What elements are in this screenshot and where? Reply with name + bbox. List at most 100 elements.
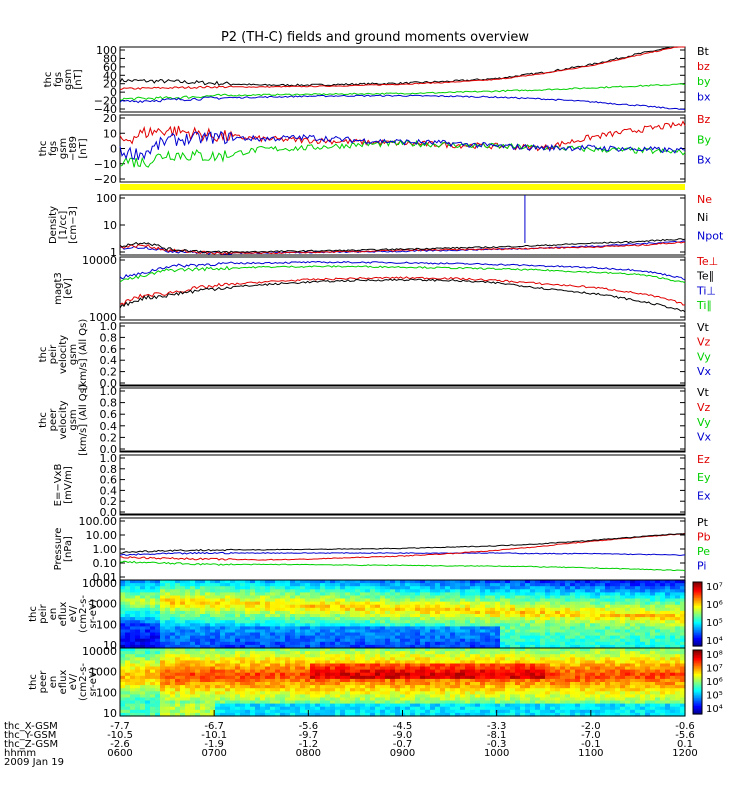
spectrogram-cell	[150, 691, 156, 695]
spectrogram-cell	[185, 635, 191, 640]
spectrogram-cell	[505, 709, 511, 714]
spectrogram-cell	[460, 635, 466, 640]
spectrogram-cell	[430, 617, 436, 621]
spectrogram-cell	[155, 651, 161, 655]
spectrogram-cell	[330, 601, 336, 606]
spectrogram-cell	[255, 700, 261, 705]
spectrogram-cell	[205, 712, 211, 717]
spectrogram-cell	[325, 580, 331, 584]
spectrogram-cell	[410, 712, 416, 717]
spectrogram-cell	[420, 638, 426, 643]
spectrogram-cell	[260, 614, 266, 618]
spectrogram-cell	[435, 709, 441, 714]
spectrogram-cell	[360, 610, 366, 615]
spectrogram-cell	[650, 641, 656, 646]
spectrogram-cell	[135, 644, 141, 649]
spectrogram-cell	[245, 685, 251, 689]
spectrogram-cell	[180, 663, 186, 668]
spectrogram-cell	[465, 697, 471, 702]
spectrogram-cell	[155, 703, 161, 708]
spectrogram-cell	[240, 614, 246, 618]
spectrogram-cell	[155, 663, 161, 668]
spectrogram-cell	[665, 607, 671, 612]
spectrogram-cell	[410, 688, 416, 692]
spectrogram-cell	[265, 617, 271, 621]
spectrogram-cell	[420, 626, 426, 631]
spectrogram-cell	[235, 626, 241, 631]
spectrogram-cell	[200, 610, 206, 615]
spectrogram-cell	[245, 632, 251, 637]
spectrogram-cell	[595, 691, 601, 695]
y-tick-label: 0.10	[93, 557, 118, 570]
spectrogram-cell	[555, 675, 561, 680]
spectrogram-cell	[580, 706, 586, 711]
spectrogram-cell	[170, 610, 176, 615]
spectrogram-cell	[355, 703, 361, 708]
spectrogram-cell	[140, 638, 146, 643]
spectrogram-cell	[380, 697, 386, 702]
spectrogram-cell	[295, 697, 301, 702]
spectrogram-cell	[195, 654, 201, 658]
spectrogram-cell	[505, 657, 511, 661]
spectrogram-cell	[205, 644, 211, 649]
spectrogram-cell	[565, 706, 571, 711]
spectrogram-cell	[640, 598, 646, 603]
spectrogram-cell	[440, 660, 446, 665]
spectrogram-cell	[360, 607, 366, 612]
spectrogram-cell	[465, 583, 471, 587]
spectrogram-cell	[300, 614, 306, 618]
spectrogram-cell	[580, 675, 586, 680]
spectrogram-cell	[625, 635, 631, 640]
spectrogram-cell	[505, 697, 511, 702]
spectrogram-cell	[480, 712, 486, 717]
spectrogram-cell	[260, 685, 266, 689]
series-density-Ne	[119, 241, 686, 255]
spectrogram-cell	[160, 595, 166, 600]
spectrogram-cell	[155, 607, 161, 612]
spectrogram-cell	[205, 675, 211, 680]
spectrogram-cell	[580, 607, 586, 612]
spectrogram-cell	[425, 580, 431, 584]
spectrogram-cell	[575, 629, 581, 634]
spectrogram-cell	[145, 638, 151, 643]
spectrogram-cell	[320, 654, 326, 658]
y-axis-label: thc	[38, 347, 49, 363]
spectrogram-cell	[510, 672, 516, 677]
spectrogram-cell	[600, 666, 606, 671]
spectrogram-cell	[515, 700, 521, 705]
spectrogram-cell	[560, 617, 566, 621]
spectrogram-cell	[465, 712, 471, 717]
spectrogram-cell	[150, 641, 156, 646]
spectrogram-cell	[625, 607, 631, 612]
spectrogram-cell	[420, 620, 426, 624]
spectrogram-cell	[345, 666, 351, 671]
spectrogram-cell	[615, 592, 621, 597]
legend-entry: Te∥	[696, 270, 714, 283]
spectrogram-cell	[585, 629, 591, 634]
spectrogram-cell	[575, 623, 581, 627]
spectrogram-cell	[360, 697, 366, 702]
spectrogram-cell	[350, 666, 356, 671]
spectrogram-cell	[205, 682, 211, 686]
spectrogram-cell	[350, 644, 356, 649]
spectrogram-cell	[580, 641, 586, 646]
spectrogram-cell	[290, 709, 296, 714]
spectrogram-cell	[410, 669, 416, 674]
spectrogram-cell	[370, 583, 376, 587]
spectrogram-cell	[330, 663, 336, 668]
spectrogram-cell	[165, 663, 171, 668]
spectrogram-cell	[145, 623, 151, 627]
spectrogram-cell	[325, 697, 331, 702]
spectrogram-cell	[560, 614, 566, 618]
spectrogram-cell	[505, 703, 511, 708]
spectrogram-cell	[465, 592, 471, 597]
spectrogram-cell	[170, 666, 176, 671]
spectrogram-cell	[180, 580, 186, 584]
spectrogram-cell	[410, 694, 416, 699]
spectrogram-cell	[385, 595, 391, 600]
spectrogram-cell	[560, 586, 566, 590]
spectrogram-cell	[610, 632, 616, 637]
spectrogram-cell	[270, 666, 276, 671]
spectrogram-cell	[295, 672, 301, 677]
spectrogram-cell	[590, 709, 596, 714]
